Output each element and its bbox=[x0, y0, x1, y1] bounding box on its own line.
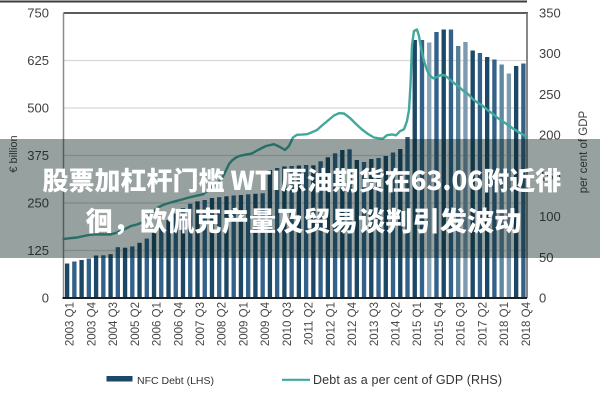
svg-text:2003 Q4: 2003 Q4 bbox=[86, 301, 98, 346]
svg-text:2014 Q2: 2014 Q2 bbox=[391, 302, 403, 346]
svg-text:€ billion: € billion bbox=[8, 135, 20, 172]
svg-text:200: 200 bbox=[539, 128, 561, 143]
svg-text:2015 Q4: 2015 Q4 bbox=[434, 301, 446, 346]
svg-text:350: 350 bbox=[539, 6, 561, 21]
svg-text:100: 100 bbox=[539, 209, 561, 224]
svg-text:0: 0 bbox=[42, 291, 49, 306]
svg-text:0: 0 bbox=[539, 291, 546, 306]
svg-text:NFC Debt (LHS): NFC Debt (LHS) bbox=[137, 375, 214, 387]
svg-text:2004 Q3: 2004 Q3 bbox=[108, 302, 120, 346]
svg-text:2016 Q3: 2016 Q3 bbox=[456, 302, 468, 346]
svg-text:2012 Q4: 2012 Q4 bbox=[347, 301, 359, 346]
svg-text:2009 Q4: 2009 Q4 bbox=[260, 301, 272, 346]
svg-text:2013 Q3: 2013 Q3 bbox=[369, 302, 381, 346]
svg-text:2018 Q4: 2018 Q4 bbox=[521, 301, 533, 346]
svg-text:2015 Q1: 2015 Q1 bbox=[412, 302, 424, 346]
svg-text:300: 300 bbox=[539, 46, 561, 61]
svg-text:50: 50 bbox=[539, 250, 553, 265]
svg-text:Debt as a per cent of GDP (RHS: Debt as a per cent of GDP (RHS) bbox=[313, 373, 502, 387]
svg-text:375: 375 bbox=[27, 148, 49, 163]
svg-text:2005 Q2: 2005 Q2 bbox=[130, 302, 142, 346]
svg-text:2011 Q2: 2011 Q2 bbox=[304, 302, 316, 345]
svg-text:750: 750 bbox=[27, 6, 49, 21]
svg-text:2006 Q4: 2006 Q4 bbox=[173, 301, 185, 346]
svg-text:2010 Q3: 2010 Q3 bbox=[282, 302, 294, 346]
svg-text:2003 Q1: 2003 Q1 bbox=[65, 302, 77, 346]
svg-text:per cent of GDP: per cent of GDP bbox=[578, 110, 590, 193]
svg-text:2018 Q1: 2018 Q1 bbox=[499, 302, 511, 346]
svg-text:2012 Q1: 2012 Q1 bbox=[325, 302, 337, 346]
svg-text:2007 Q3: 2007 Q3 bbox=[195, 302, 207, 346]
svg-text:2006 Q1: 2006 Q1 bbox=[152, 302, 164, 346]
svg-text:500: 500 bbox=[27, 101, 49, 116]
svg-text:2017 Q2: 2017 Q2 bbox=[477, 302, 489, 346]
svg-text:125: 125 bbox=[27, 243, 49, 258]
svg-text:2009 Q1: 2009 Q1 bbox=[238, 302, 250, 346]
svg-text:2008 Q2: 2008 Q2 bbox=[217, 302, 229, 346]
svg-text:625: 625 bbox=[27, 53, 49, 68]
svg-text:250: 250 bbox=[27, 196, 49, 211]
svg-text:250: 250 bbox=[539, 87, 561, 102]
